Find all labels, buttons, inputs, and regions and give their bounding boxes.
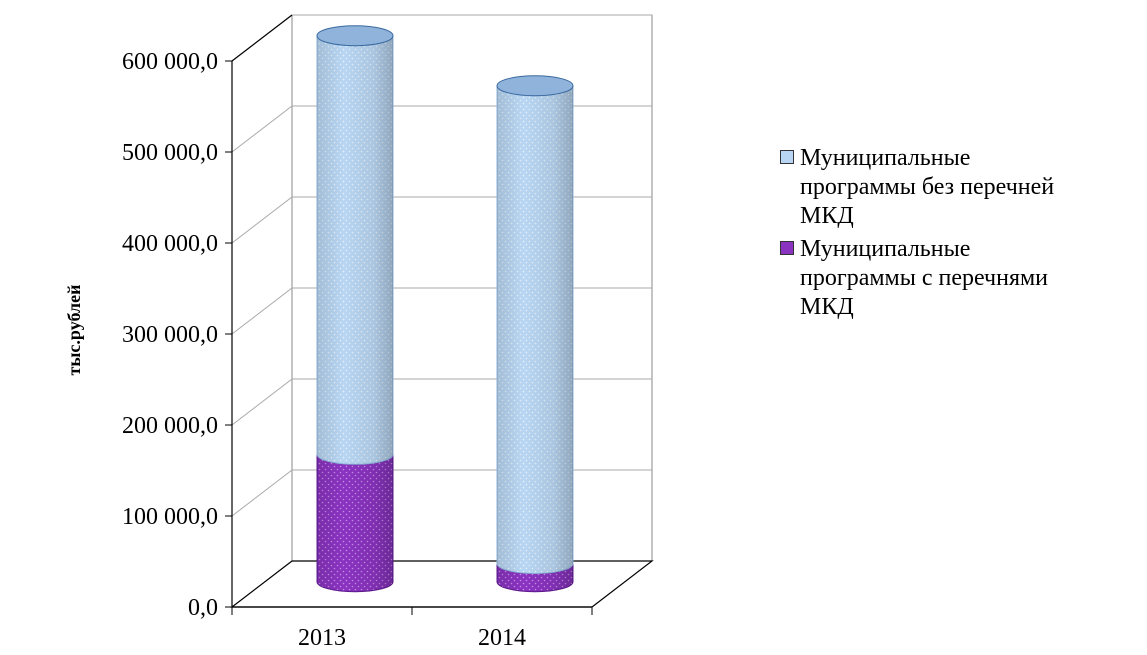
legend-label-line: Муниципальные <box>800 236 971 262</box>
gridline <box>231 287 652 335</box>
tick-labels: 0,0 100 000,0 200 000,0 300 000,0 400 000,0 5… <box>122 49 526 651</box>
gridline <box>231 378 652 426</box>
gridline <box>231 14 652 62</box>
y-tick-label: 600 000,0 <box>122 49 218 75</box>
y-axis-label: тыс.рублей <box>64 285 84 376</box>
legend-label-line: МКД <box>800 203 854 229</box>
bar-segment <box>496 75 574 574</box>
legend-label-line: МКД <box>800 294 854 320</box>
legend-item: Муниципальные программы без перечней МКД <box>776 144 1146 231</box>
bar-top-cap <box>316 25 394 47</box>
gridline <box>231 105 652 153</box>
bar-segment <box>316 454 394 593</box>
legend-label-line: программы с перечнями <box>800 265 1049 291</box>
bar-top-cap <box>496 75 574 97</box>
legend: Муниципальные программы без перечней МКД Му… <box>776 144 1146 326</box>
axes <box>225 14 593 615</box>
y-tick-label: 0,0 <box>188 595 218 621</box>
legend-swatch <box>780 150 794 164</box>
chart-frame <box>230 14 654 608</box>
bars <box>316 25 574 593</box>
x-tick-label: 2013 <box>298 625 346 651</box>
bar-segment <box>316 25 394 465</box>
y-axis-top <box>231 14 293 62</box>
y-tick-label: 100 000,0 <box>122 504 218 530</box>
legend-swatch <box>780 241 794 255</box>
y-tick-label: 500 000,0 <box>122 140 218 166</box>
legend-label-line: программы без перечней <box>800 174 1055 200</box>
floor <box>230 560 654 608</box>
gridline <box>231 469 652 517</box>
legend-label-line: Муниципальные <box>800 145 971 171</box>
x-tick-label: 2014 <box>478 625 526 651</box>
y-tick-label: 400 000,0 <box>122 231 218 257</box>
legend-item: Муниципальные программы с перечнями МКД <box>776 235 1146 322</box>
y-tick-label: 200 000,0 <box>122 413 218 439</box>
gridlines <box>231 14 652 517</box>
gridline <box>231 196 652 244</box>
y-tick-label: 300 000,0 <box>122 322 218 348</box>
